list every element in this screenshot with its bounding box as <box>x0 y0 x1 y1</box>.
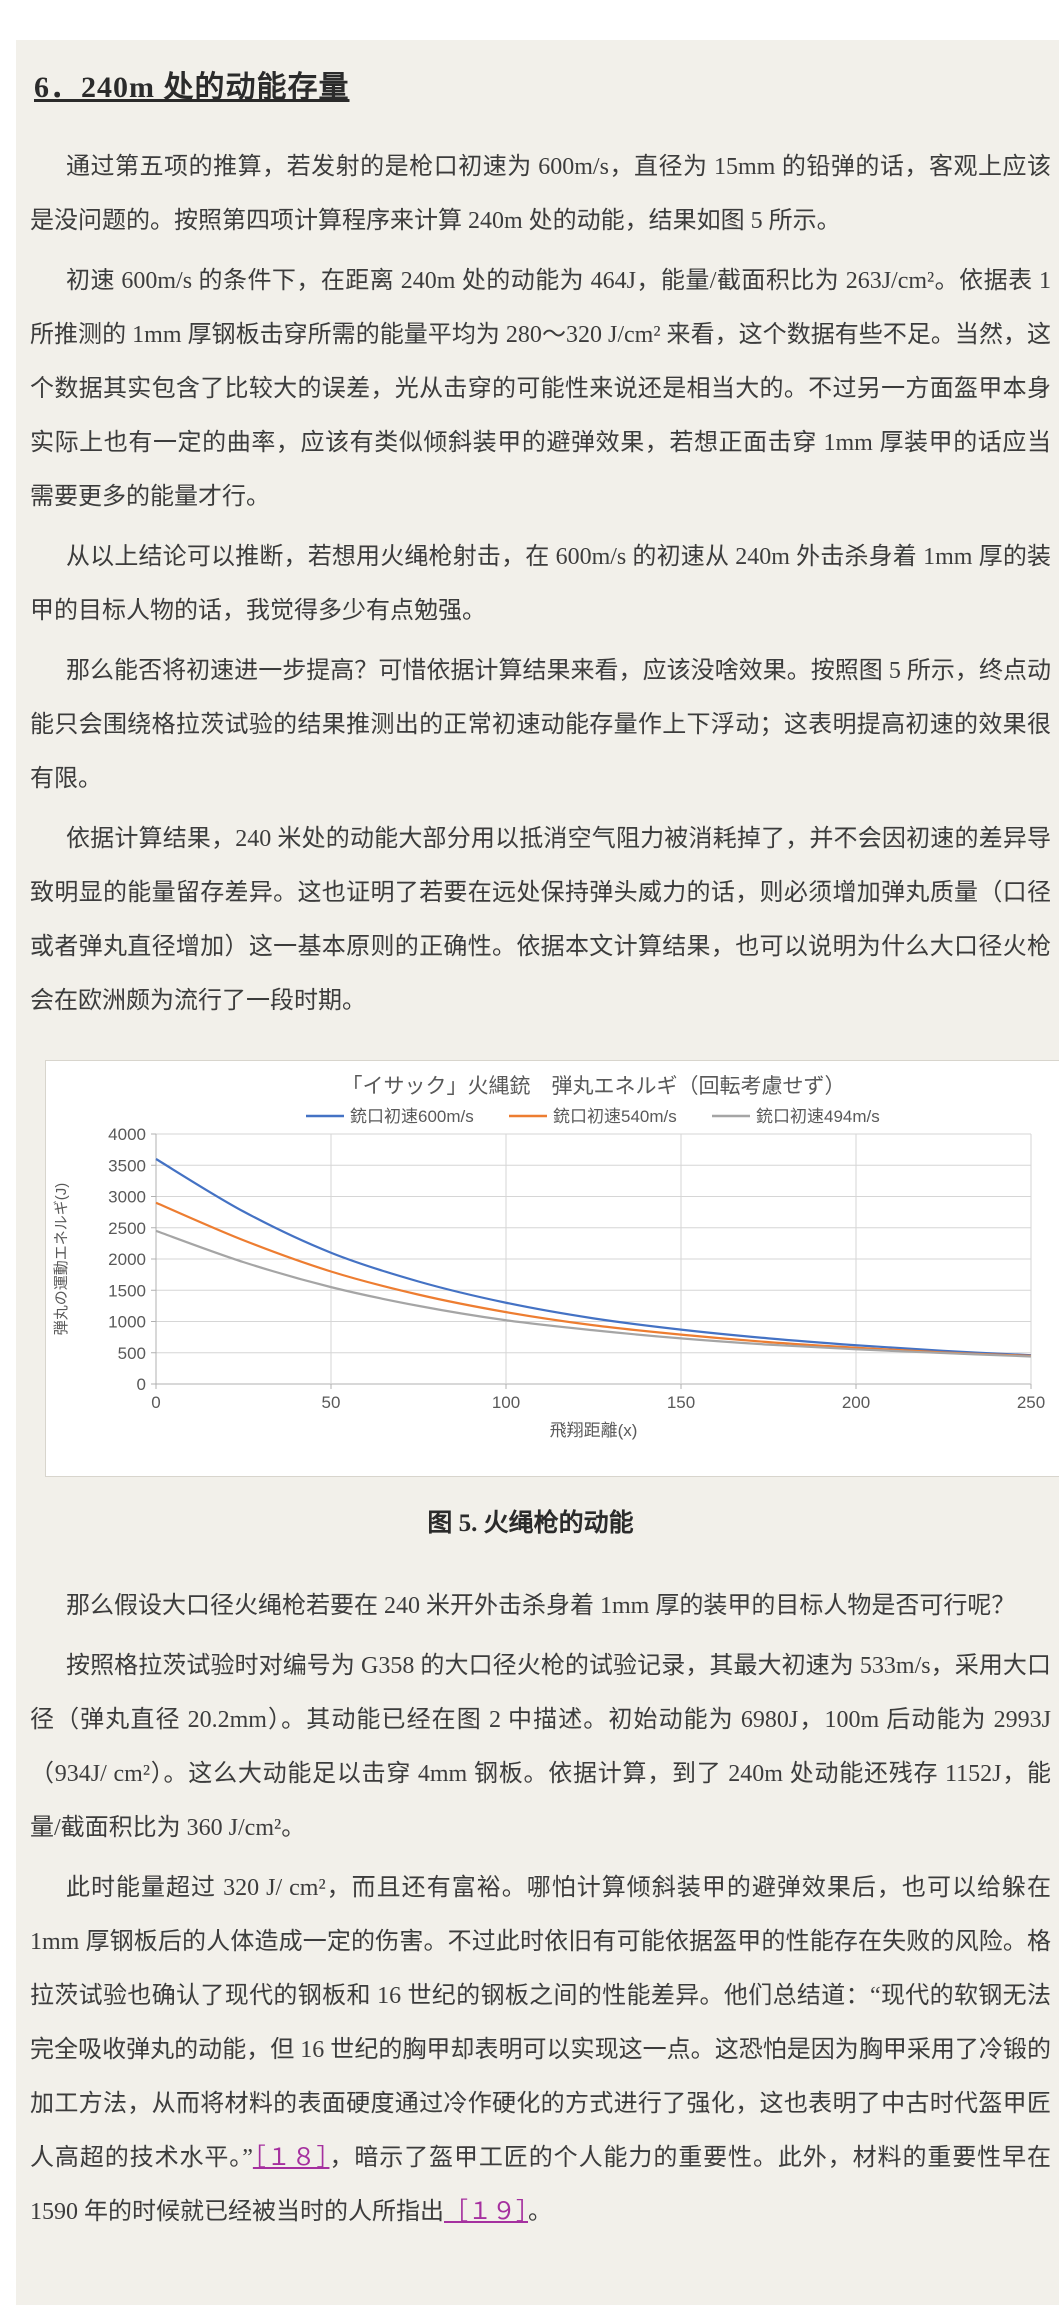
paragraph: 通过第五项的推算，若发射的是枪口初速为 600m/s，直径为 15mm 的铅弹的… <box>30 154 1051 234</box>
x-axis-title: 飛翔距離(x) <box>550 1421 638 1440</box>
chart-title: 「イサック」火縄銃 弾丸エネルギ（回転考慮せず） <box>342 1075 846 1098</box>
text-segment: 。 <box>528 2199 552 2225</box>
y-tick-label: 1000 <box>108 1313 146 1332</box>
reference-link-19[interactable]: ［１９］ <box>444 2199 528 2225</box>
x-tick-label: 50 <box>322 1393 341 1412</box>
series-line-銃口初速600m/s <box>155 1158 1032 1357</box>
y-tick-label: 0 <box>137 1375 146 1394</box>
paragraph: 依据计算结果，240 米处的动能大部分用以抵消空气阻力被消耗掉了，并不会因初速的… <box>30 826 1051 1014</box>
series-line-銃口初速494m/s <box>155 1229 1032 1358</box>
paragraph: 按照格拉茨试验时对编号为 G358 的大口径火枪的试验记录，其最大初速为 533… <box>30 1653 1051 1841</box>
paragraph: 初速 600m/s 的条件下，在距离 240m 处的动能为 464J，能量/截面… <box>30 268 1051 510</box>
y-axis-title: 弾丸の運動エネルギ(J) <box>53 1183 70 1336</box>
y-tick-label: 3000 <box>108 1188 146 1207</box>
x-tick-label: 200 <box>842 1393 870 1412</box>
paragraph-with-references: 此时能量超过 320 J/ cm²，而且还有富裕。哪怕计算倾斜装甲的避弹效果后，… <box>30 1861 1051 2239</box>
figure-5-chart: 0 500 1000 1500 2000 2500 3000 3500 4000 0 50 100 15… <box>45 1060 1059 1477</box>
legend-label: 銃口初速540m/s <box>553 1107 677 1126</box>
legend-label: 銃口初速600m/s <box>350 1107 474 1126</box>
section-title: 6．240m 处的动能存量 <box>34 71 350 104</box>
x-tick-label: 100 <box>492 1393 520 1412</box>
y-tick-label: 3500 <box>108 1156 146 1175</box>
legend-label: 銃口初速494m/s <box>756 1107 880 1126</box>
text-segment: ，暗示了盔甲工匠的个人能力的重要性。此外，材料的重要性早在 1590 年的时候就… <box>30 2145 1052 2225</box>
reference-link-18[interactable]: ［１８］ <box>252 2145 330 2171</box>
x-tick-label: 0 <box>151 1393 160 1412</box>
paragraph: 那么假设大口径火绳枪若要在 240 米开外击杀身着 1mm 厚的装甲的目标人物是… <box>66 1593 1016 1619</box>
article-page: 6．240m 处的动能存量 通过第五项的推算，若发射的是枪口初速为 600m/s… <box>16 40 1059 2305</box>
y-tick-label: 4000 <box>108 1125 146 1144</box>
y-tick-label: 2000 <box>108 1250 146 1269</box>
paragraph: 那么能否将初速进一步提高？可惜依据计算结果来看，应该没啥效果。按照图 5 所示，… <box>30 658 1051 792</box>
figure-caption: 图 5. 火绳枪的动能 <box>427 1510 634 1537</box>
paragraph: 从以上结论可以推断，若想用火绳枪射击，在 600m/s 的初速从 240m 外击… <box>30 544 1051 624</box>
energy-line-chart: 0 500 1000 1500 2000 2500 3000 3500 4000 0 50 100 15… <box>53 1075 1045 1440</box>
text-segment: 此时能量超过 320 J/ cm²，而且还有富裕。哪怕计算倾斜装甲的避弹效果后，… <box>30 1875 1051 2171</box>
y-tick-label: 500 <box>118 1344 146 1363</box>
x-tick-label: 150 <box>667 1393 695 1412</box>
y-tick-label: 2500 <box>108 1219 146 1238</box>
x-tick-label: 250 <box>1017 1393 1045 1412</box>
y-tick-label: 1500 <box>108 1281 146 1300</box>
series-line-銃口初速540m/s <box>155 1201 1032 1357</box>
